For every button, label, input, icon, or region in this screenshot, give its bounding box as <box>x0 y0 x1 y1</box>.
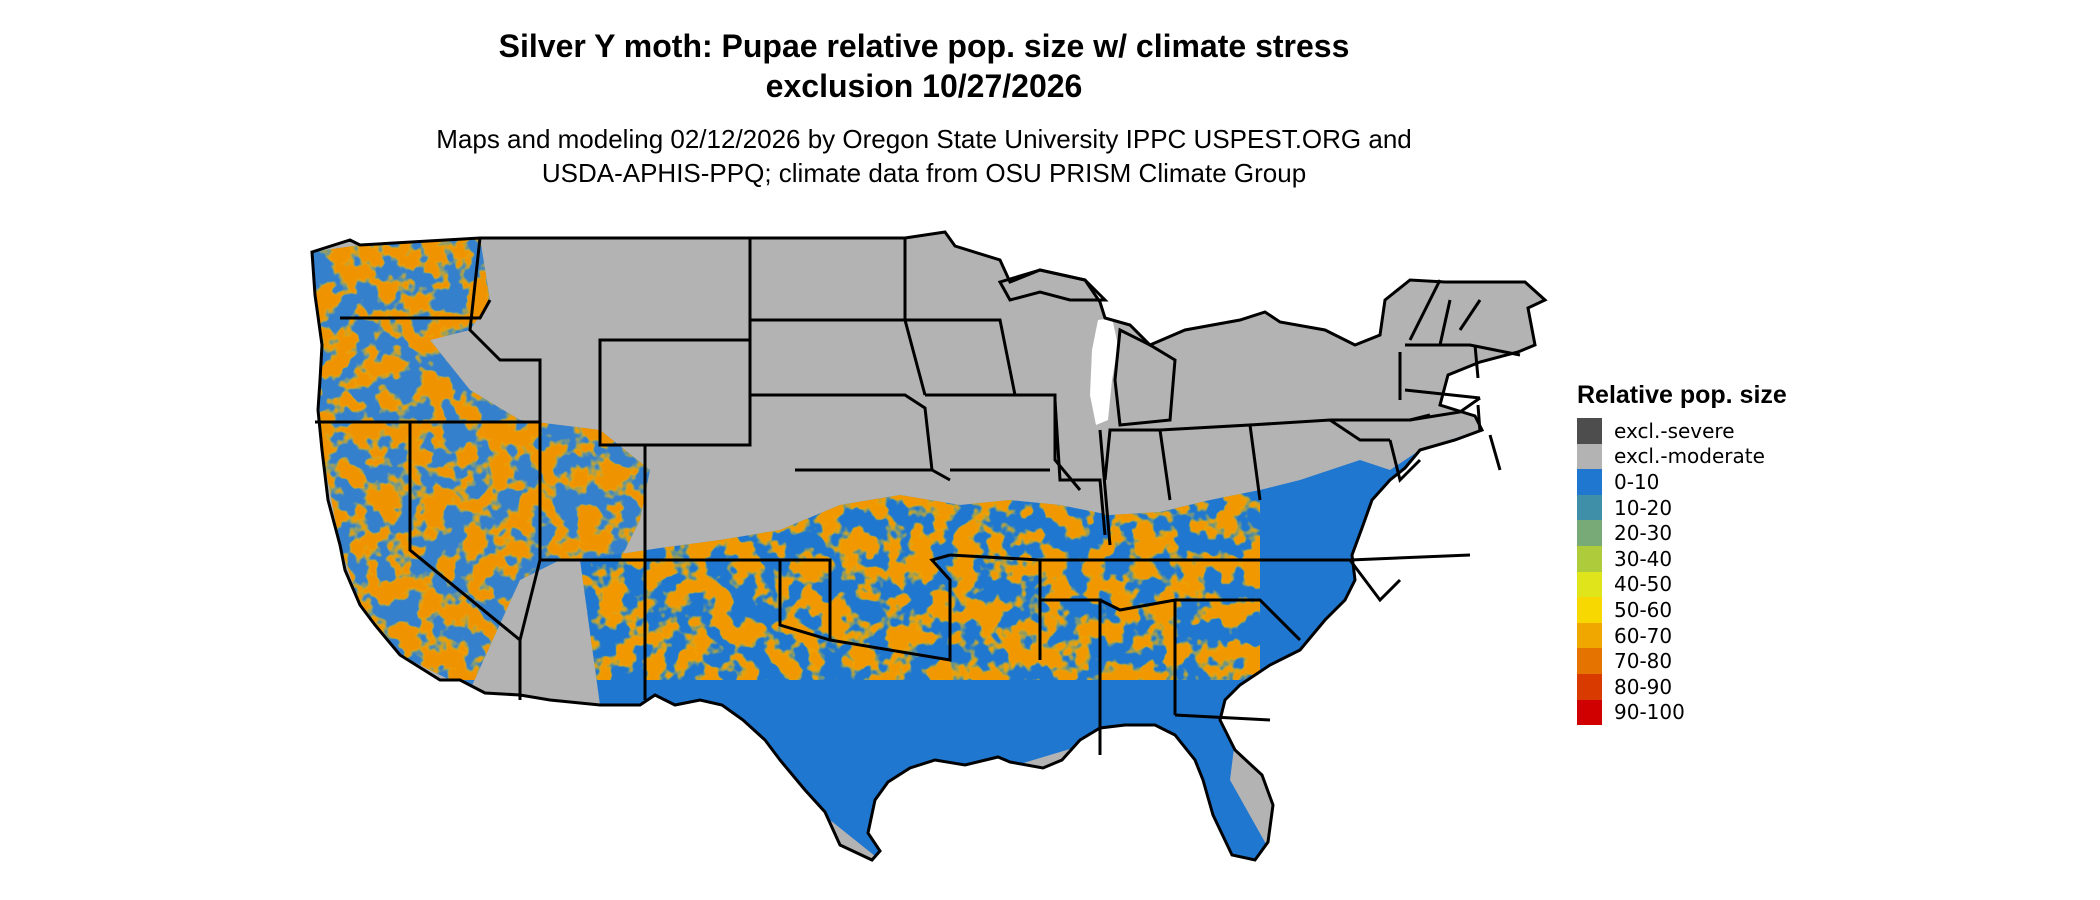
legend-items: excl.-severe excl.-moderate 0-10 10-20 20-30… <box>1577 418 1787 726</box>
map-title: Silver Y moth: Pupae relative pop. size … <box>0 26 1848 106</box>
legend-swatch <box>1577 699 1602 726</box>
legend-label: 90-100 <box>1614 700 1685 725</box>
legend-swatch <box>1577 622 1602 649</box>
legend-label: 40-50 <box>1614 572 1673 597</box>
legend-item: 80-90 <box>1577 673 1787 700</box>
legend-item: 10-20 <box>1577 494 1787 521</box>
legend-item: 90-100 <box>1577 699 1787 726</box>
map-title-line-1: Silver Y moth: Pupae relative pop. size … <box>498 28 1350 64</box>
legend-label: 10-20 <box>1614 495 1673 520</box>
legend-label: 70-80 <box>1614 649 1673 674</box>
legend-label: excl.-severe <box>1614 418 1735 443</box>
legend-item: excl.-severe <box>1577 418 1787 444</box>
legend-item: 30-40 <box>1577 545 1787 572</box>
legend-swatch <box>1577 571 1602 598</box>
legend-swatch <box>1577 469 1602 495</box>
legend: Relative pop. size excl.-severe excl.-mod… <box>1577 380 1787 726</box>
legend-label: excl.-moderate <box>1614 444 1765 469</box>
legend-item: 70-80 <box>1577 648 1787 674</box>
legend-swatch <box>1577 648 1602 674</box>
legend-swatch <box>1577 520 1602 546</box>
legend-label: 50-60 <box>1614 597 1673 622</box>
legend-swatch <box>1577 443 1602 470</box>
legend-item: 50-60 <box>1577 597 1787 623</box>
legend-swatch <box>1577 494 1602 521</box>
map-title-line-2: exclusion 10/27/2026 <box>765 68 1083 104</box>
legend-item: 0-10 <box>1577 469 1787 495</box>
upper-michigan <box>997 268 1109 302</box>
map-subtitle: Maps and modeling 02/12/2026 by Oregon S… <box>0 122 1848 190</box>
lake-michigan <box>1090 318 1118 425</box>
legend-label: 20-30 <box>1614 521 1673 546</box>
legend-title: Relative pop. size <box>1577 381 1787 409</box>
legend-swatch <box>1577 673 1602 700</box>
legend-item: 20-30 <box>1577 520 1787 546</box>
legend-label: 0-10 <box>1614 469 1660 494</box>
legend-label: 30-40 <box>1614 546 1673 571</box>
map-subtitle-line-1: Maps and modeling 02/12/2026 by Oregon S… <box>436 124 1412 154</box>
legend-item: 40-50 <box>1577 571 1787 598</box>
legend-swatch <box>1577 597 1602 623</box>
lower-michigan <box>1113 327 1177 427</box>
legend-item: excl.-moderate <box>1577 443 1787 470</box>
map-subtitle-line-2: USDA-APHIS-PPQ; climate data from OSU PR… <box>541 158 1307 188</box>
legend-swatch <box>1577 545 1602 572</box>
legend-label: 60-70 <box>1614 623 1673 648</box>
state-borders <box>310 230 1547 862</box>
legend-swatch <box>1577 418 1602 444</box>
legend-item: 60-70 <box>1577 622 1787 649</box>
legend-label: 80-90 <box>1614 674 1673 699</box>
us-map <box>310 230 1547 862</box>
